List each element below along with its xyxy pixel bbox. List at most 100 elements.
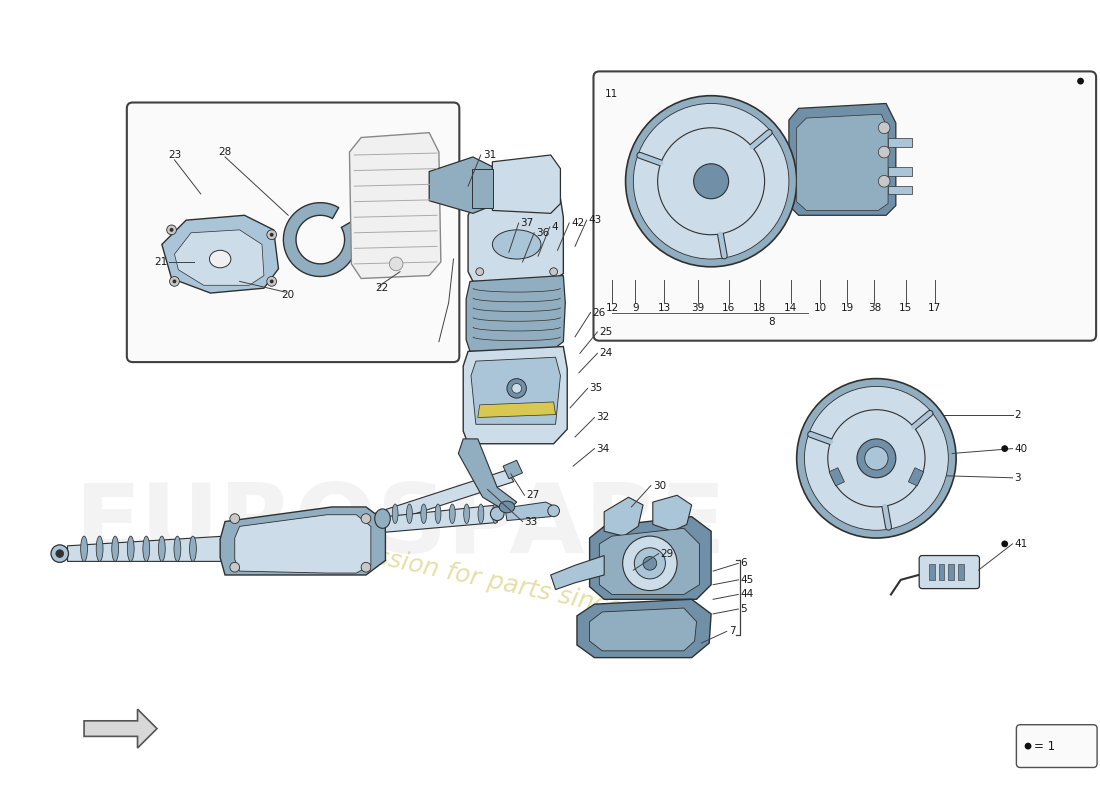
Circle shape <box>623 536 678 590</box>
Ellipse shape <box>393 504 398 523</box>
Text: 10: 10 <box>813 302 826 313</box>
Bar <box>888 166 912 176</box>
Text: 16: 16 <box>722 302 735 313</box>
Text: 12: 12 <box>605 302 618 313</box>
Circle shape <box>878 122 890 134</box>
Text: 33: 33 <box>525 517 538 526</box>
Text: 27: 27 <box>527 490 540 500</box>
Polygon shape <box>469 198 563 282</box>
Circle shape <box>476 268 484 275</box>
Bar <box>928 564 935 580</box>
Ellipse shape <box>499 501 515 513</box>
Bar <box>948 564 954 580</box>
Text: 38: 38 <box>868 302 881 313</box>
Text: a passion for parts since 1985: a passion for parts since 1985 <box>320 534 694 636</box>
Polygon shape <box>789 103 895 215</box>
Text: 43: 43 <box>588 215 602 225</box>
Ellipse shape <box>143 536 150 562</box>
Text: 24: 24 <box>600 348 613 358</box>
Ellipse shape <box>493 504 498 523</box>
Polygon shape <box>350 133 441 278</box>
Circle shape <box>634 103 789 259</box>
Text: 15: 15 <box>899 302 912 313</box>
Polygon shape <box>459 439 517 512</box>
Ellipse shape <box>407 504 412 523</box>
Circle shape <box>491 507 504 521</box>
Bar <box>829 468 845 486</box>
Polygon shape <box>376 470 514 525</box>
Circle shape <box>694 164 728 198</box>
Polygon shape <box>652 495 692 531</box>
Ellipse shape <box>189 536 196 562</box>
Polygon shape <box>429 157 493 214</box>
Circle shape <box>167 225 176 234</box>
Bar <box>909 468 924 486</box>
Circle shape <box>878 175 890 187</box>
Polygon shape <box>600 528 700 594</box>
Circle shape <box>1077 78 1084 85</box>
Polygon shape <box>578 599 711 658</box>
Circle shape <box>635 548 666 579</box>
Polygon shape <box>162 215 278 293</box>
Ellipse shape <box>174 536 180 562</box>
Text: 9: 9 <box>632 302 639 313</box>
Ellipse shape <box>112 536 119 562</box>
Ellipse shape <box>128 536 134 562</box>
Polygon shape <box>463 346 568 444</box>
Polygon shape <box>234 514 371 573</box>
Circle shape <box>1025 742 1032 750</box>
Ellipse shape <box>375 509 390 528</box>
Bar <box>888 138 912 147</box>
Circle shape <box>230 562 240 572</box>
Text: 19: 19 <box>840 302 854 313</box>
Circle shape <box>626 96 796 267</box>
Polygon shape <box>466 275 565 351</box>
Circle shape <box>230 514 240 523</box>
Text: 18: 18 <box>754 302 767 313</box>
Text: 35: 35 <box>590 383 603 394</box>
Text: 5: 5 <box>740 604 747 614</box>
Text: 2: 2 <box>1014 410 1021 419</box>
Text: 41: 41 <box>1014 539 1027 549</box>
Circle shape <box>1001 541 1008 547</box>
Circle shape <box>878 146 890 158</box>
Text: 6: 6 <box>740 558 747 568</box>
Polygon shape <box>551 555 604 590</box>
Text: 28: 28 <box>218 147 231 157</box>
Ellipse shape <box>450 504 455 523</box>
Ellipse shape <box>158 536 165 562</box>
Bar <box>888 186 912 194</box>
Text: 44: 44 <box>740 590 754 599</box>
Polygon shape <box>385 505 497 532</box>
Circle shape <box>56 550 64 558</box>
Circle shape <box>658 128 764 234</box>
Polygon shape <box>493 155 560 214</box>
Text: 40: 40 <box>1014 444 1027 454</box>
Polygon shape <box>471 358 560 424</box>
Circle shape <box>550 268 558 275</box>
Polygon shape <box>284 202 358 277</box>
Polygon shape <box>590 517 711 599</box>
Circle shape <box>507 378 527 398</box>
Text: 31: 31 <box>483 150 496 160</box>
Bar <box>958 564 964 580</box>
FancyBboxPatch shape <box>1016 725 1097 767</box>
Circle shape <box>173 279 176 283</box>
Text: 8: 8 <box>768 318 774 327</box>
FancyBboxPatch shape <box>594 71 1096 341</box>
Text: 23: 23 <box>168 150 182 160</box>
Polygon shape <box>590 608 696 651</box>
Circle shape <box>644 557 657 570</box>
Ellipse shape <box>209 250 231 268</box>
Text: 45: 45 <box>740 575 754 585</box>
Text: 14: 14 <box>784 302 798 313</box>
Circle shape <box>1001 446 1008 452</box>
Text: 37: 37 <box>520 218 534 228</box>
Text: 25: 25 <box>600 327 613 337</box>
FancyBboxPatch shape <box>126 102 460 362</box>
Circle shape <box>169 277 179 286</box>
Circle shape <box>169 228 174 232</box>
Circle shape <box>270 233 274 237</box>
Text: 4: 4 <box>552 222 559 232</box>
Circle shape <box>796 378 956 538</box>
